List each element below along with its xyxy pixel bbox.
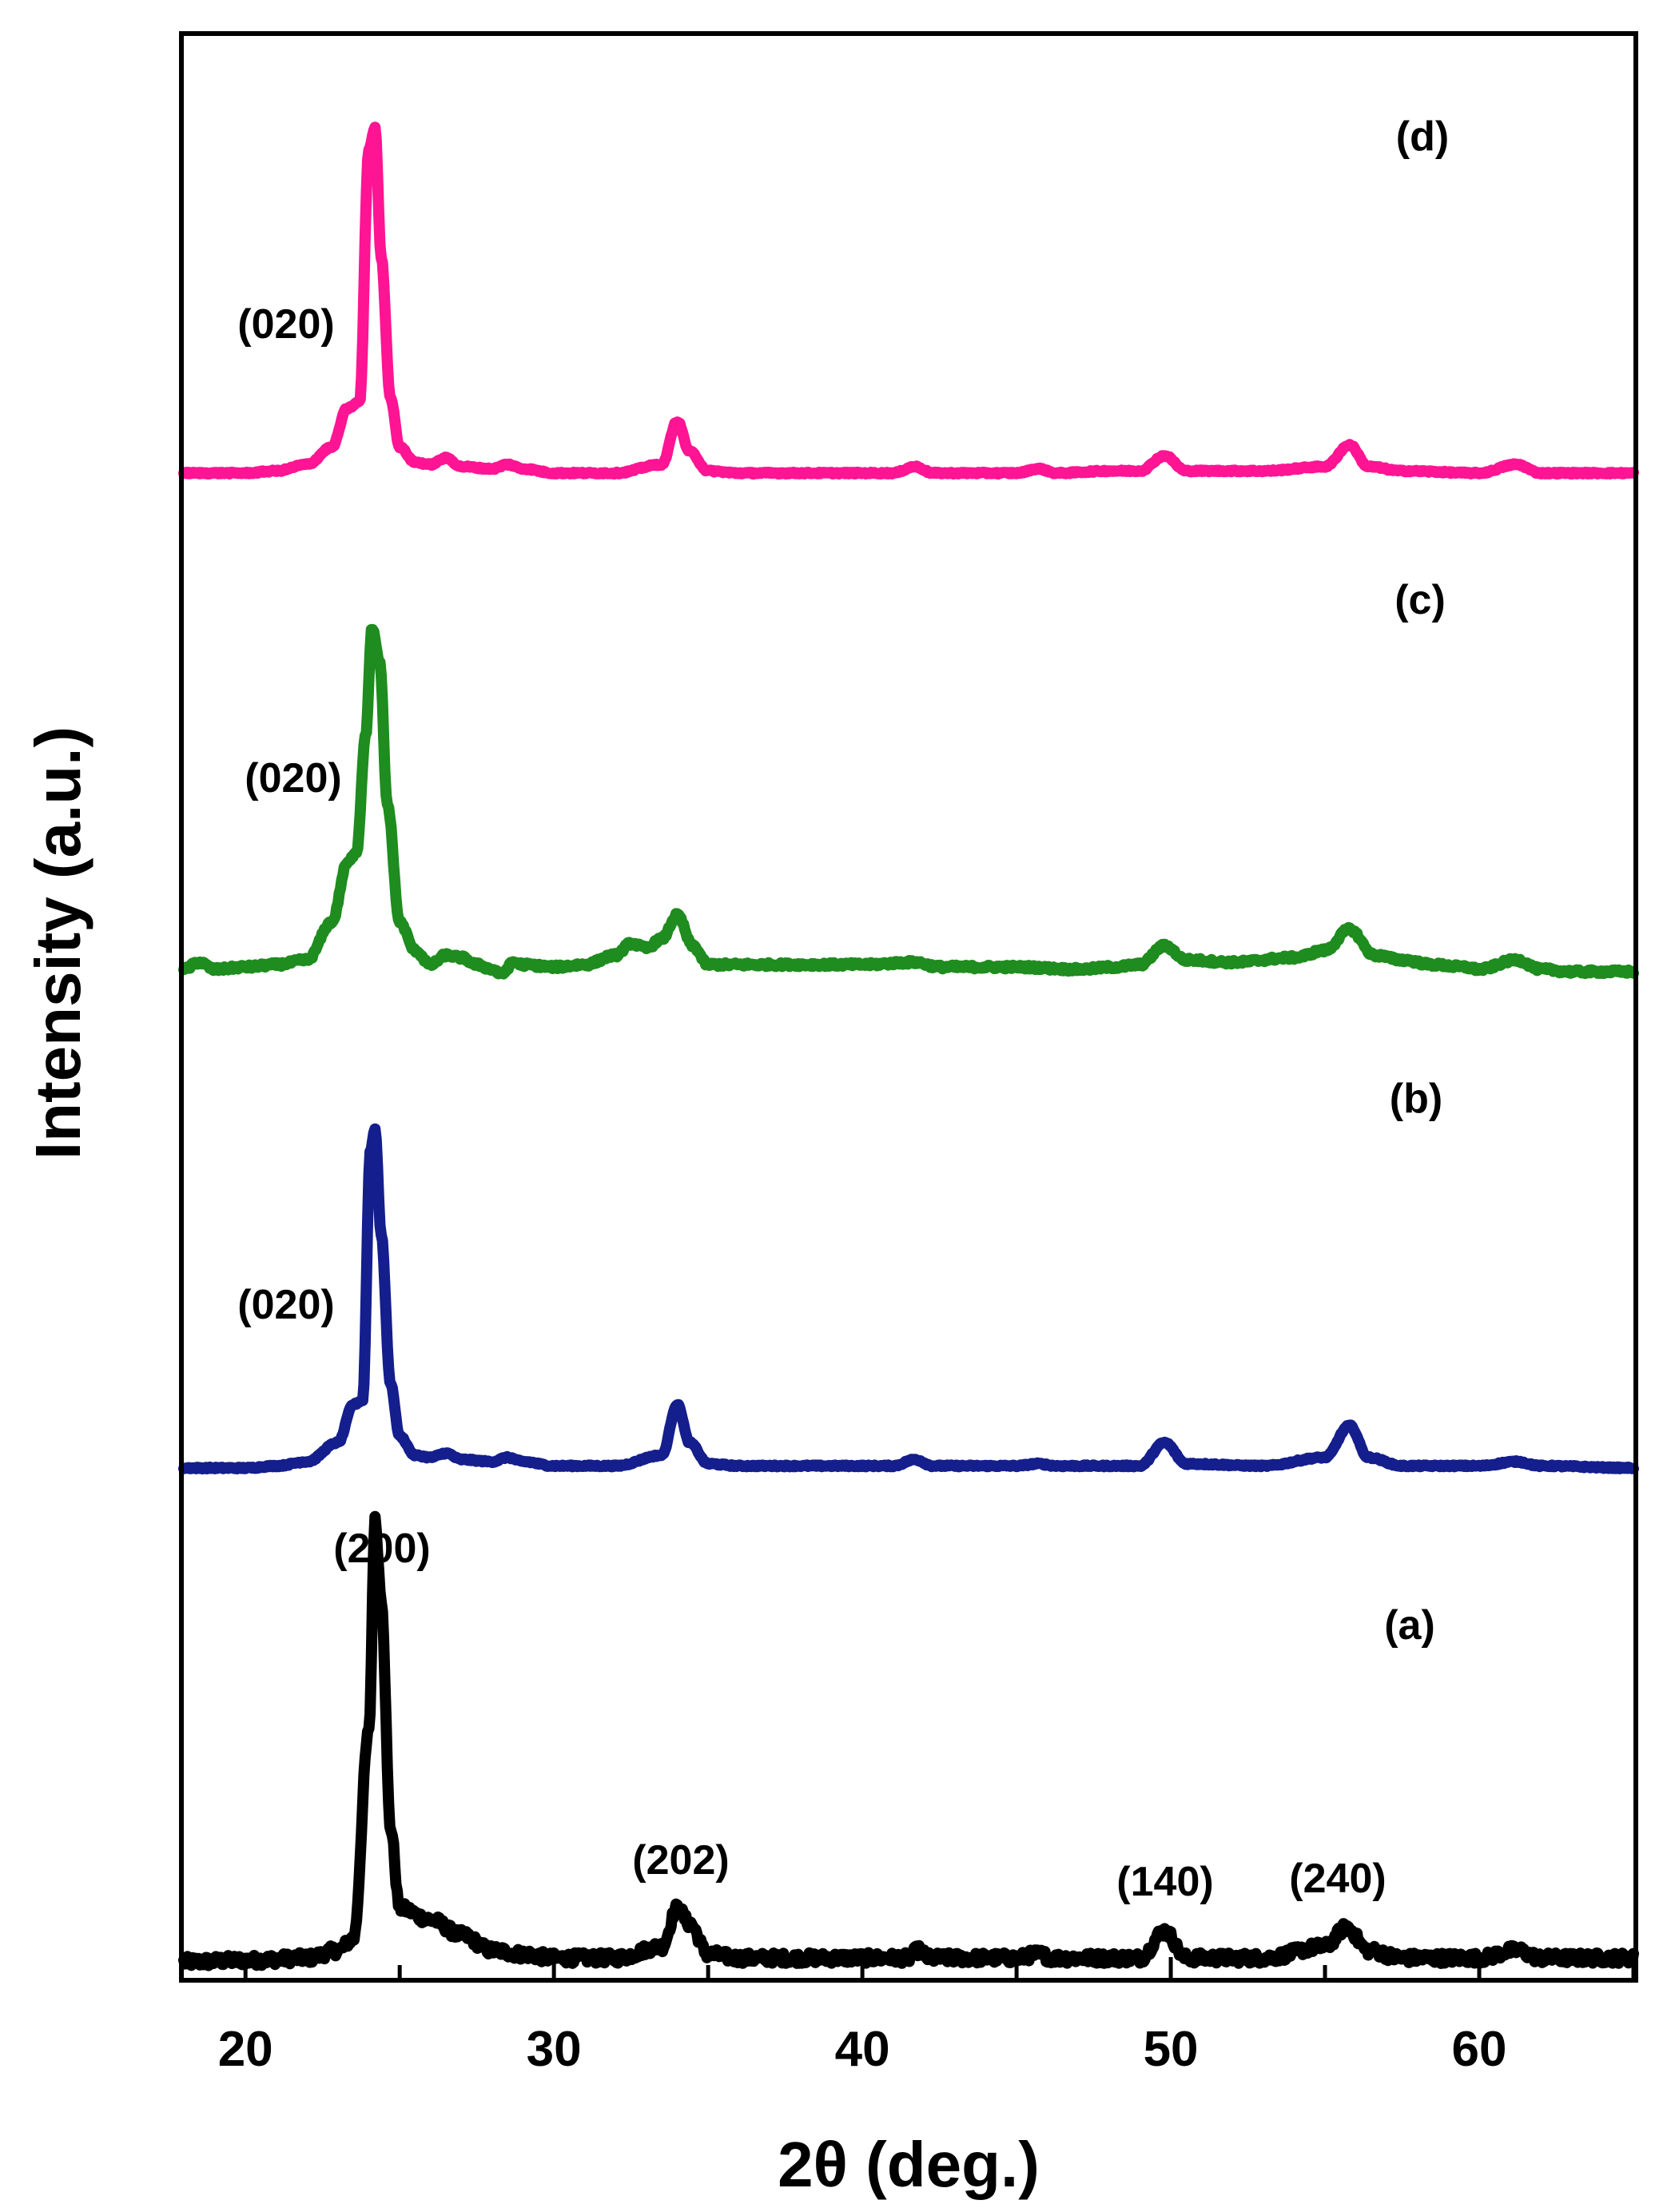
x-tick-label: 20 <box>218 2022 273 2077</box>
label-a: (a) <box>1384 1602 1435 1649</box>
peak-label-020-d: (020) <box>237 301 334 348</box>
plot-frame <box>179 31 1638 1983</box>
label-b: (b) <box>1390 1076 1442 1122</box>
y-axis-title: Intensity (a.u.) <box>22 726 93 1160</box>
x-tick-label: 30 <box>527 2022 582 2077</box>
peak-label-202: (202) <box>632 1837 729 1884</box>
series-d-line <box>178 121 1639 480</box>
peak-label-200: (200) <box>333 1526 430 1572</box>
label-d: (d) <box>1396 113 1449 160</box>
series-b-line <box>178 1123 1639 1475</box>
x-tick-label: 50 <box>1144 2022 1199 2077</box>
x-axis-title: 2θ (deg.) <box>778 2129 1040 2200</box>
x-axis-ticks <box>243 1957 1636 1978</box>
peak-label-140: (140) <box>1116 1859 1213 1905</box>
label-c: (c) <box>1394 577 1446 623</box>
series-c-line <box>178 623 1639 980</box>
peak-label-020-c: (020) <box>245 755 341 802</box>
x-tick-label: 40 <box>835 2022 890 2077</box>
x-axis-tick-labels: 20 30 40 50 60 <box>218 2022 1507 2077</box>
peak-label-240: (240) <box>1289 1856 1386 1902</box>
peak-label-020-b: (020) <box>237 1282 334 1328</box>
x-tick-label: 60 <box>1452 2022 1507 2077</box>
series-group <box>178 121 1639 1971</box>
series-a-line <box>178 1510 1639 1971</box>
